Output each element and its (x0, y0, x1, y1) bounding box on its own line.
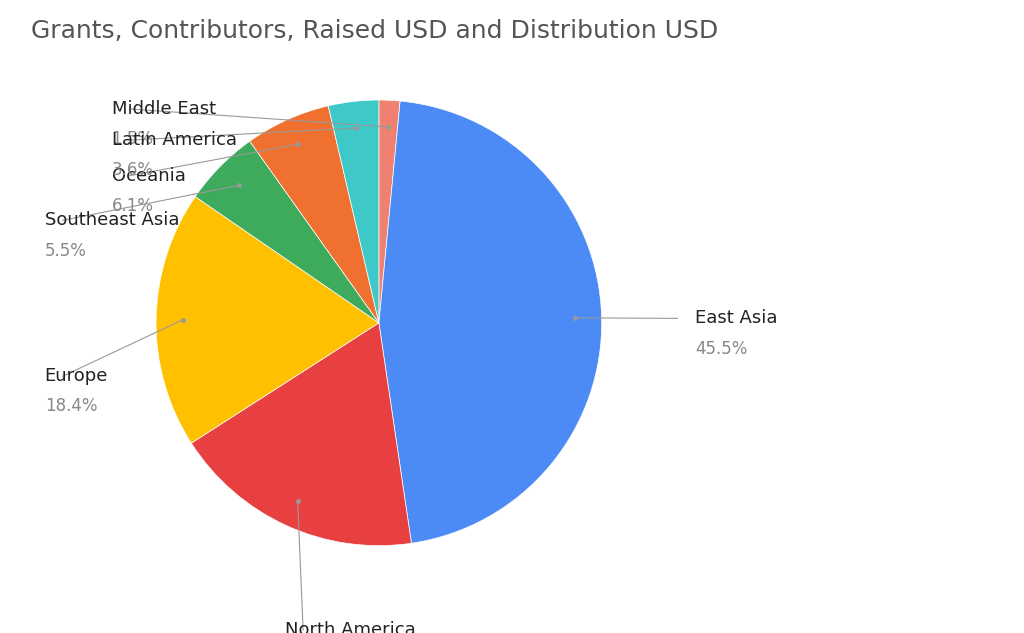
Text: Oceania: Oceania (112, 166, 185, 185)
Text: 6.1%: 6.1% (112, 197, 154, 215)
Text: Europe: Europe (45, 367, 108, 385)
Wedge shape (250, 106, 379, 323)
Text: East Asia: East Asia (695, 310, 778, 327)
Text: 5.5%: 5.5% (45, 242, 87, 260)
Text: 3.6%: 3.6% (112, 161, 154, 179)
Wedge shape (379, 101, 602, 543)
Wedge shape (156, 197, 379, 443)
Text: Southeast Asia: Southeast Asia (45, 211, 179, 229)
Wedge shape (191, 323, 412, 546)
Wedge shape (329, 100, 379, 323)
Text: Grants, Contributors, Raised USD and Distribution USD: Grants, Contributors, Raised USD and Dis… (31, 19, 718, 43)
Text: 45.5%: 45.5% (695, 339, 748, 358)
Text: Latin America: Latin America (112, 131, 237, 149)
Wedge shape (196, 141, 379, 323)
Text: 1.5%: 1.5% (112, 130, 154, 148)
Text: North America: North America (286, 621, 416, 633)
Wedge shape (379, 100, 400, 323)
Text: 18.4%: 18.4% (45, 398, 97, 415)
Text: Middle East: Middle East (112, 100, 216, 118)
